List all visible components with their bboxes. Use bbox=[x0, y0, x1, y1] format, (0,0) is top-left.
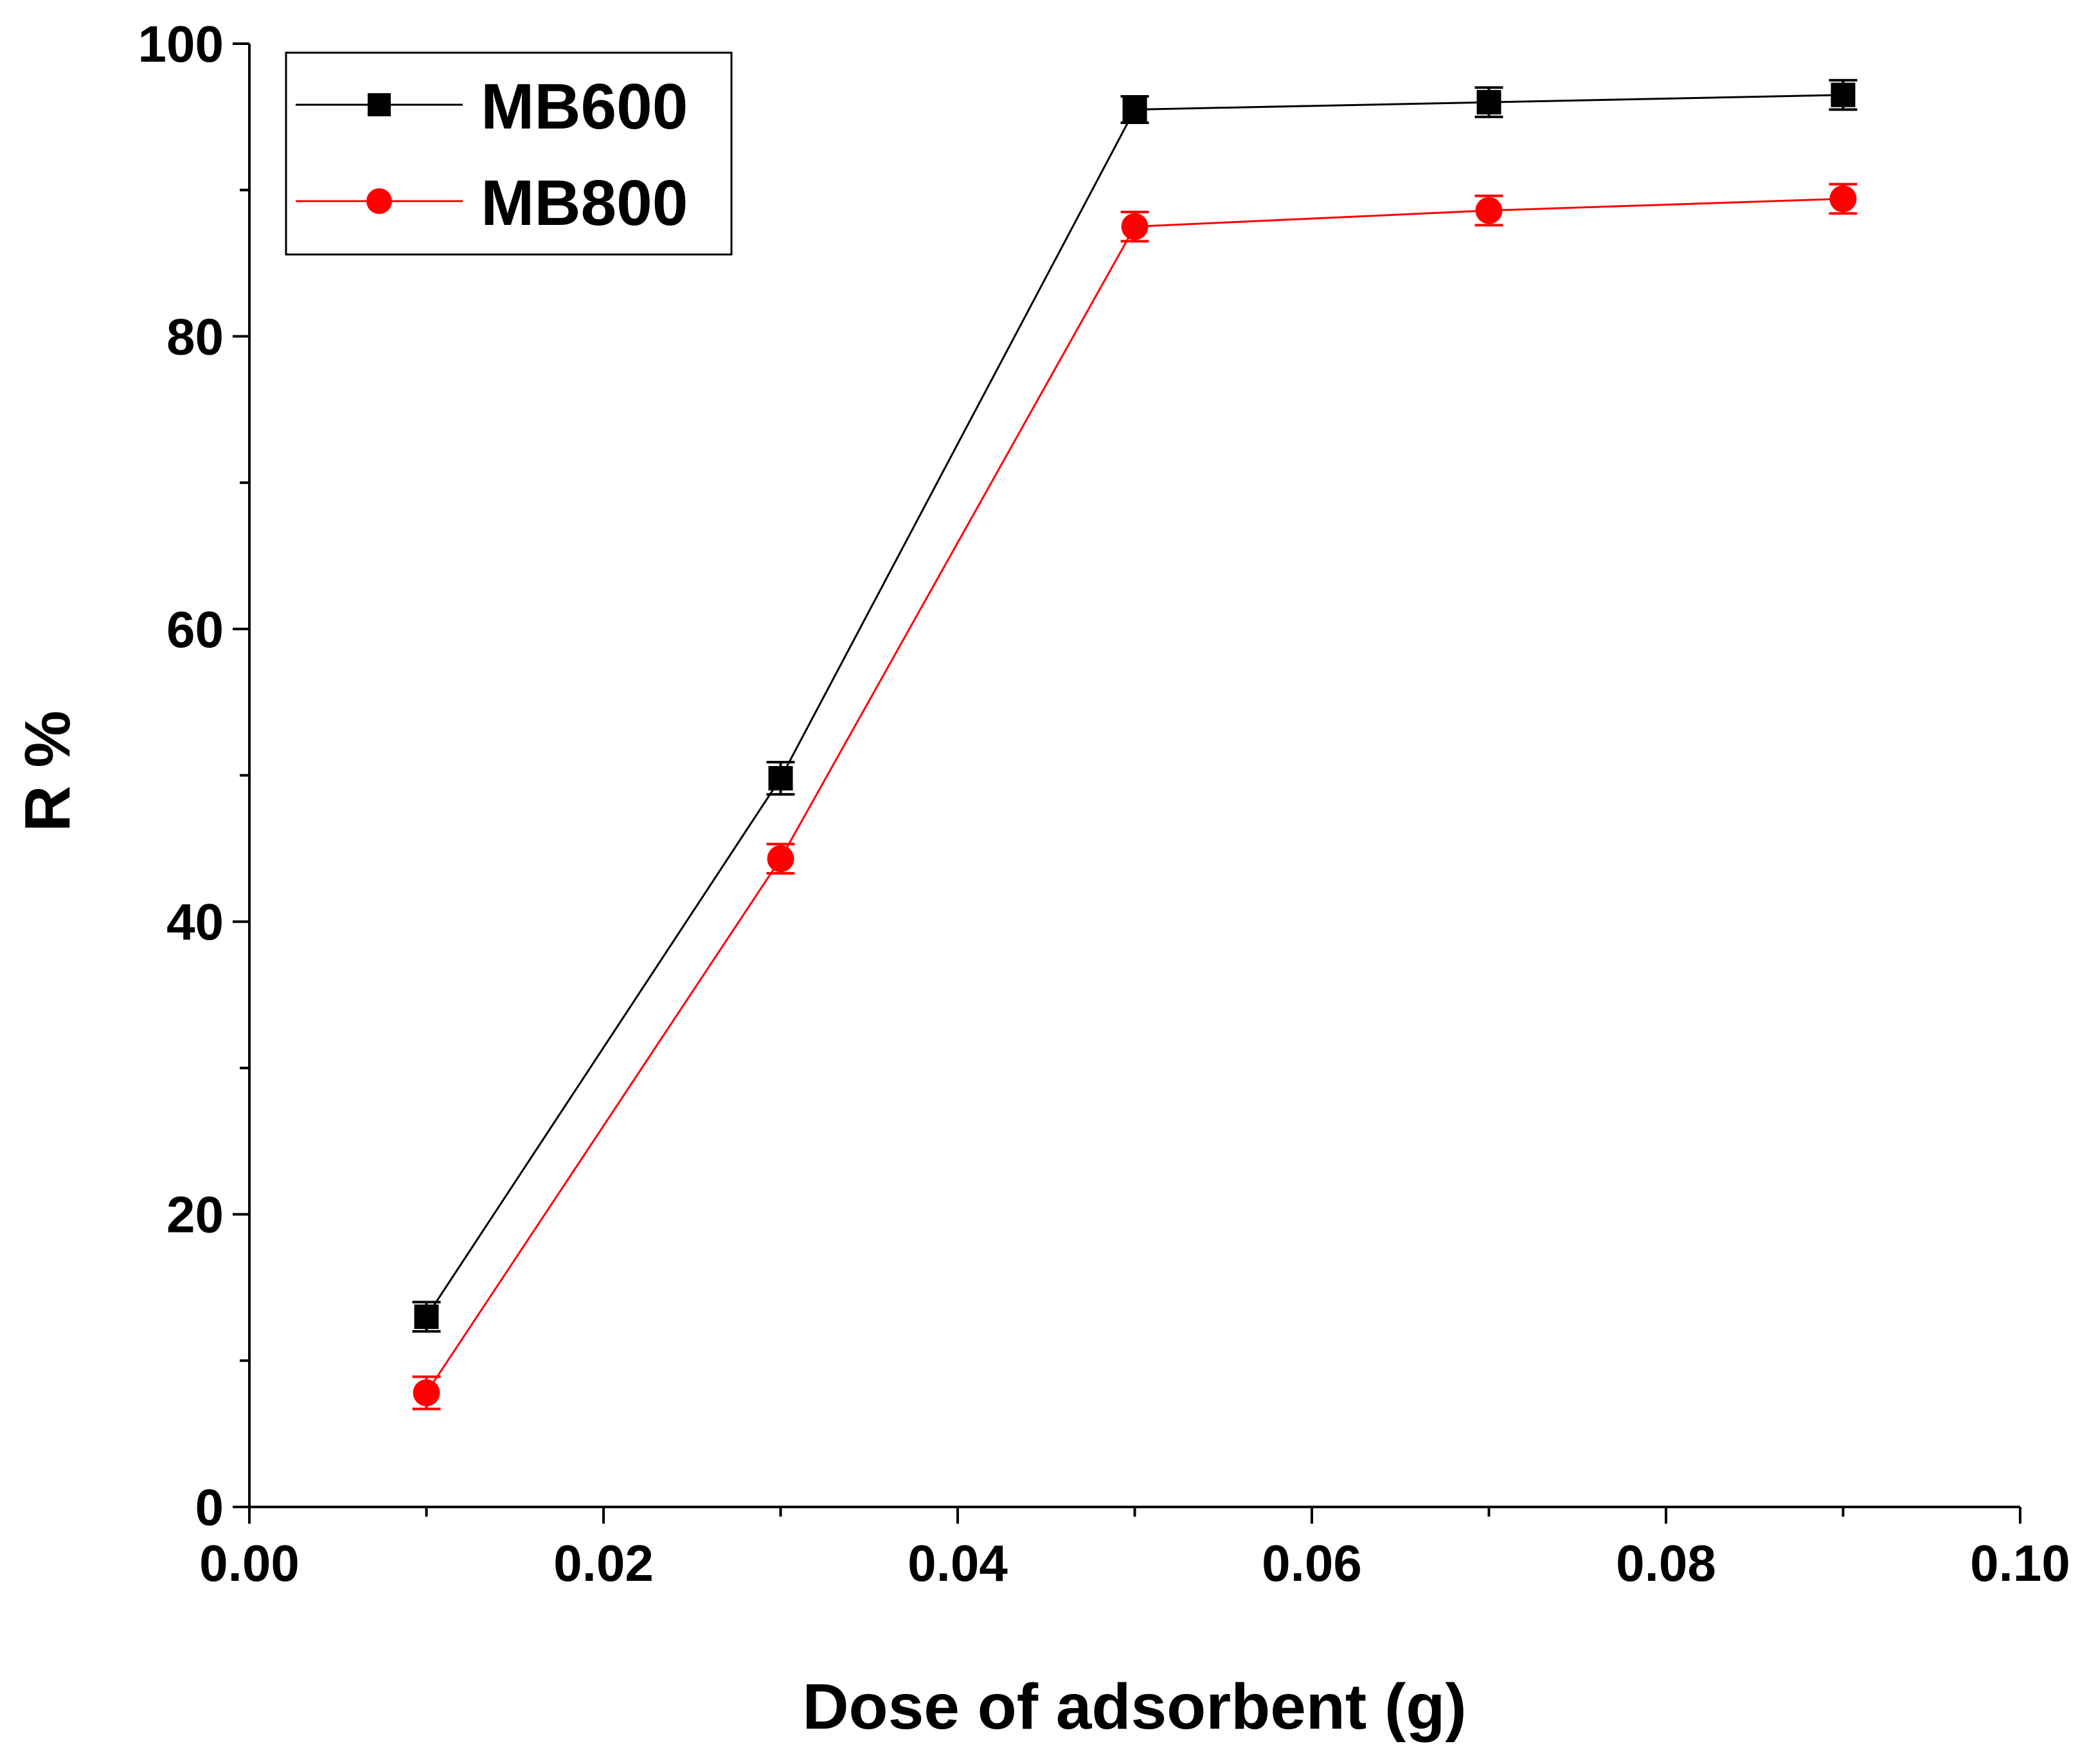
legend-label-mb600: MB600 bbox=[481, 71, 688, 143]
x-tick-label: 0.06 bbox=[1262, 1535, 1362, 1592]
data-point-mb600 bbox=[1476, 90, 1501, 115]
x-tick-label: 0.10 bbox=[1970, 1535, 2070, 1592]
y-tick-label: 80 bbox=[166, 308, 224, 365]
x-axis-title: Dose of adsorbent (g) bbox=[802, 1671, 1466, 1743]
y-tick-label: 0 bbox=[195, 1479, 224, 1536]
x-tick-label: 0.08 bbox=[1616, 1535, 1716, 1592]
legend-box bbox=[285, 51, 733, 256]
legend-label-mb800: MB800 bbox=[481, 167, 688, 239]
data-point-mb800 bbox=[413, 1379, 440, 1407]
y-tick-label: 100 bbox=[138, 15, 224, 73]
data-point-mb600 bbox=[1122, 97, 1147, 122]
data-point-mb800 bbox=[1829, 185, 1857, 213]
data-point-mb600 bbox=[1831, 82, 1856, 107]
axes: 0.00 0.02 0.04 0.06 0.08 0.10 0 20 40 60 80 100 bbox=[138, 15, 2070, 1592]
legend: MB600 MB800 bbox=[285, 51, 733, 256]
legend-marker-mb800 bbox=[366, 188, 392, 214]
series-mb800 bbox=[412, 183, 1858, 1411]
y-tick-label: 40 bbox=[166, 893, 224, 950]
x-tick-label: 0.04 bbox=[908, 1535, 1008, 1592]
series-layer bbox=[412, 78, 1858, 1411]
data-point-mb600 bbox=[768, 766, 793, 791]
x-tick-label: 0.02 bbox=[553, 1535, 654, 1592]
data-point-mb800 bbox=[767, 845, 794, 873]
legend-marker-mb600 bbox=[368, 93, 391, 116]
data-point-mb800 bbox=[1475, 197, 1503, 224]
y-axis-title: R % bbox=[12, 711, 84, 832]
data-point-mb800 bbox=[1121, 213, 1149, 240]
y-tick-label: 20 bbox=[166, 1186, 224, 1243]
data-point-mb600 bbox=[414, 1304, 439, 1329]
x-tick-label: 0.00 bbox=[199, 1535, 300, 1592]
series-mb600 bbox=[412, 78, 1858, 1333]
y-tick-label: 60 bbox=[166, 601, 224, 658]
